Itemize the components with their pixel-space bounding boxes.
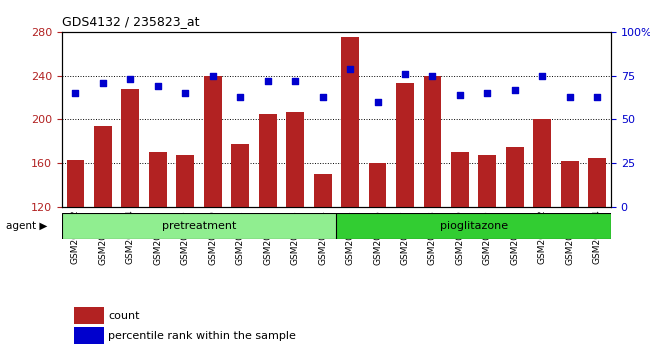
Point — [207, 73, 218, 79]
Point — [290, 78, 300, 84]
Bar — [94, 126, 112, 207]
Point — [345, 66, 356, 72]
Point — [427, 73, 437, 79]
Point — [125, 76, 136, 82]
Bar — [478, 154, 497, 207]
Point — [317, 94, 328, 99]
Text: pioglitazone: pioglitazone — [439, 221, 508, 231]
Bar — [424, 76, 441, 207]
Point — [455, 92, 465, 98]
Bar — [74, 327, 104, 343]
Bar — [66, 160, 84, 207]
Bar — [451, 152, 469, 207]
Text: GDS4132 / 235823_at: GDS4132 / 235823_at — [62, 15, 200, 28]
Point — [592, 94, 603, 99]
Bar — [62, 213, 337, 239]
Point — [263, 78, 273, 84]
Point — [537, 73, 547, 79]
Text: agent ▶: agent ▶ — [6, 221, 48, 231]
Point — [153, 83, 163, 89]
Bar — [506, 147, 524, 207]
Point — [98, 80, 108, 86]
Bar — [396, 83, 414, 207]
Point — [400, 71, 410, 77]
Bar — [561, 161, 579, 207]
Bar — [534, 120, 551, 207]
Bar — [231, 144, 249, 207]
Bar — [122, 89, 139, 207]
Bar — [337, 213, 611, 239]
Point — [565, 94, 575, 99]
Point — [180, 90, 190, 96]
Point — [235, 94, 246, 99]
Bar — [588, 158, 606, 207]
Bar — [74, 307, 104, 324]
Bar — [204, 76, 222, 207]
Point — [70, 90, 81, 96]
Bar — [259, 114, 277, 207]
Bar — [369, 163, 387, 207]
Bar — [176, 154, 194, 207]
Text: pretreatment: pretreatment — [162, 221, 236, 231]
Point — [510, 87, 520, 92]
Text: count: count — [109, 311, 140, 321]
Bar — [149, 152, 167, 207]
Bar — [341, 37, 359, 207]
Point — [372, 99, 383, 105]
Text: percentile rank within the sample: percentile rank within the sample — [109, 331, 296, 341]
Bar — [314, 174, 332, 207]
Bar — [286, 112, 304, 207]
Point — [482, 90, 493, 96]
